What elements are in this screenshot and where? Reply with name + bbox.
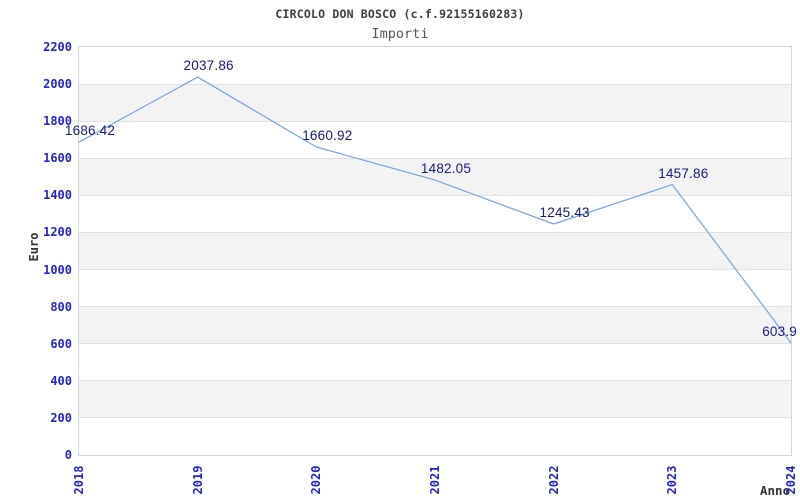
y-axis-tick-label: 600 (50, 336, 72, 351)
gridline (79, 417, 791, 419)
chart-subtitle: Importi (371, 26, 429, 42)
data-point-label: 1686.42 (64, 123, 116, 139)
y-axis-tick-label: 2200 (43, 40, 72, 54)
x-axis-title: Anno (760, 483, 791, 498)
data-point-label: 1457.86 (658, 165, 709, 181)
data-point-label: 1660.92 (302, 127, 353, 143)
grid-band (79, 158, 791, 196)
series-line (78, 76, 792, 344)
data-point-label: 603.9 (762, 324, 797, 339)
gridline (79, 194, 791, 196)
y-axis-tick-label: 0 (64, 448, 72, 462)
gridline (79, 380, 791, 382)
y-axis-tick-label: 1600 (43, 151, 72, 166)
y-axis-tick-label: 1000 (43, 262, 72, 277)
grid-band (79, 306, 791, 344)
data-point-label: 2037.86 (183, 58, 234, 74)
data-point-label: 1245.43 (539, 205, 590, 221)
y-axis-tick-label: 800 (50, 299, 72, 314)
data-point-label: 1482.05 (420, 161, 472, 177)
x-axis-tick-label: 2022 (546, 465, 561, 495)
chart-title: CIRCOLO DON BOSCO (c.f.92155160283) (275, 7, 525, 21)
y-axis-tick-label: 2000 (43, 77, 72, 92)
grid-band (79, 84, 791, 122)
y-axis-tick-label: 1800 (43, 114, 72, 129)
y-axis-tick-label: 400 (50, 373, 72, 388)
gridline (79, 343, 791, 345)
x-axis-tick-label: 2020 (309, 465, 324, 495)
y-axis-tick-label: 1200 (43, 225, 72, 240)
x-axis-tick-label: 2019 (190, 465, 205, 495)
x-axis-tick-label: 2023 (665, 465, 680, 495)
y-axis-tick-label: 200 (50, 410, 72, 425)
y-axis-tick-label: 1400 (43, 188, 72, 203)
gridline (79, 231, 791, 233)
x-axis-tick-label: 2024 (784, 465, 798, 495)
gridline (79, 306, 791, 308)
x-axis-tick-label: 2018 (72, 465, 86, 495)
x-axis-tick-label: 2021 (428, 465, 442, 495)
gridline (79, 120, 791, 122)
gridline (79, 269, 791, 271)
plot-area (78, 46, 792, 456)
grid-band (79, 232, 791, 270)
gridline (79, 157, 791, 159)
grid-band (79, 380, 791, 418)
gridline (79, 83, 791, 85)
